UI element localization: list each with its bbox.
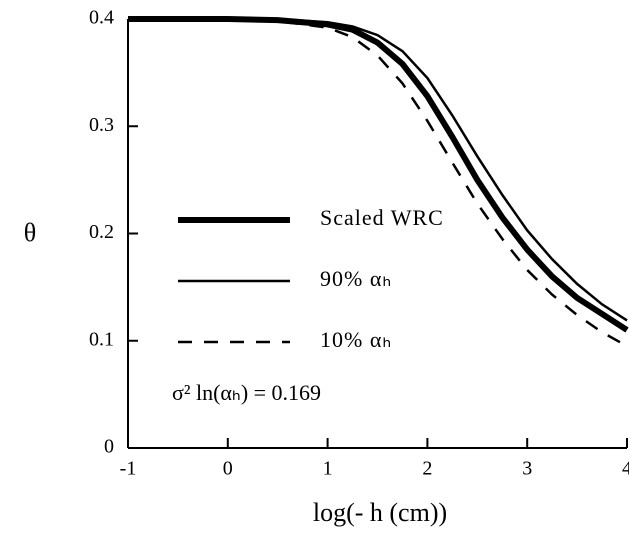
x-tick-label: 2 xyxy=(422,458,432,480)
y-axis-label: θ xyxy=(24,218,36,247)
x-tick-label: -1 xyxy=(120,458,137,480)
x-tick-label: 3 xyxy=(522,458,532,480)
x-tick-label: 0 xyxy=(223,458,233,480)
annotation: σ² ln(αₕ) = 0.169 xyxy=(172,380,321,405)
x-tick-label: 1 xyxy=(323,458,333,480)
data-line xyxy=(128,17,628,348)
y-tick-label: 0 xyxy=(104,436,114,458)
data-line xyxy=(128,17,628,322)
legend-label: 90% αₕ xyxy=(320,266,392,291)
y-tick-label: 0.1 xyxy=(89,328,114,350)
legend-label: Scaled WRC xyxy=(320,205,444,230)
data-line xyxy=(128,16,629,333)
x-tick-label: 4 xyxy=(622,458,629,480)
legend-label: 10% αₕ xyxy=(320,327,392,352)
y-tick-label: 0.2 xyxy=(89,221,114,243)
y-tick-label: 0.4 xyxy=(89,7,114,29)
x-axis-label: log(- h (cm)) xyxy=(313,498,447,527)
y-tick-label: 0.3 xyxy=(89,114,114,136)
